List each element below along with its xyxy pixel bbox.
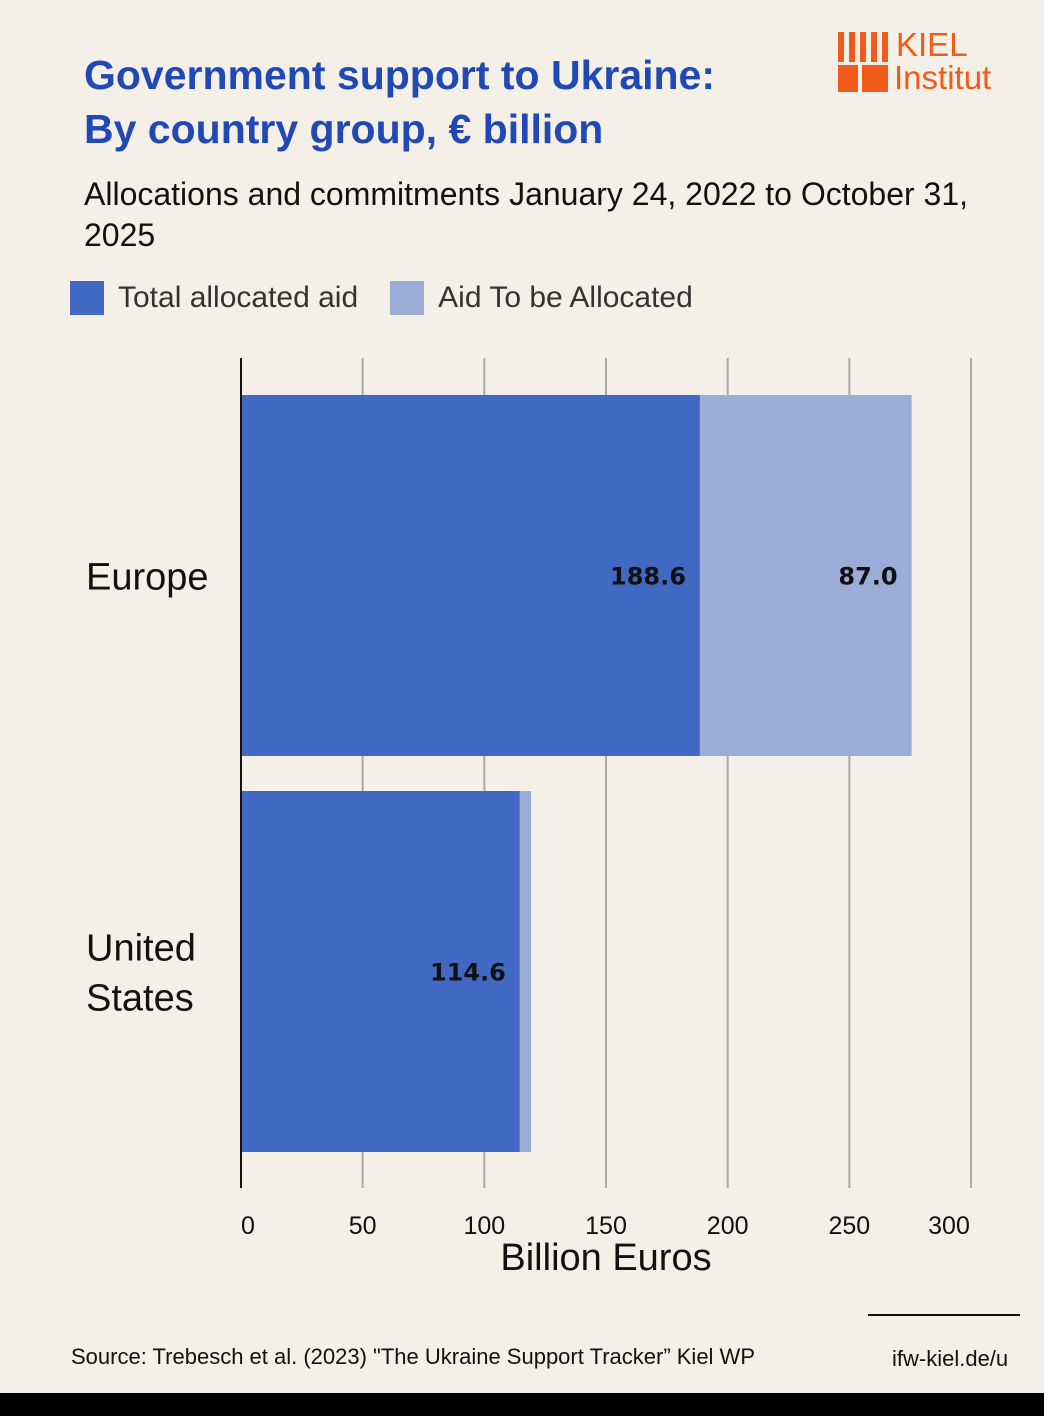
logo-text-kiel: KIEL <box>896 26 968 63</box>
legend-label-allocated: Total allocated aid <box>118 281 359 314</box>
x-tick-label: 0 <box>241 1212 255 1240</box>
legend-item-to-be-allocated: Aid To be Allocated <box>390 281 693 315</box>
bar-segment <box>699 395 912 756</box>
x-tick-label: 150 <box>585 1212 627 1240</box>
kiel-institut-logo: KIEL Institut <box>838 28 1018 96</box>
chart-title-line-1: Government support to Ukraine: <box>84 52 716 98</box>
legend-label-to-be-allocated: Aid To be Allocated <box>438 281 693 314</box>
chart-title: Government support to Ukraine: By countr… <box>84 48 804 156</box>
category-label: United <box>86 928 196 970</box>
legend-item-allocated: Total allocated aid <box>70 281 358 315</box>
legend-swatch-allocated <box>70 281 104 315</box>
bottom-bar <box>0 1393 1044 1416</box>
x-tick-label: 200 <box>707 1212 749 1240</box>
x-tick-label: 250 <box>828 1212 870 1240</box>
bar-chart: 188.6 87.0 Europe 114.6 United States 0 50 100 15… <box>86 358 972 1279</box>
logo-text-institut: Institut <box>894 59 992 96</box>
bar-segment <box>241 395 700 756</box>
bar-segment <box>241 791 520 1152</box>
category-label: Europe <box>86 557 209 599</box>
data-label: 87.0 <box>838 563 897 591</box>
source-note: Source: Trebesch et al. (2023) "The Ukra… <box>71 1344 755 1369</box>
chart-legend: Total allocated aid Aid To be Allocated <box>70 280 725 316</box>
category-label: States <box>86 978 194 1020</box>
chart-title-line-2: By country group, € billion <box>84 106 604 152</box>
source-url: ifw-kiel.de/u <box>892 1346 1009 1371</box>
x-tick-label: 300 <box>928 1212 970 1240</box>
chart-subtitle: Allocations and commitments January 24, … <box>84 176 969 253</box>
bar-segment <box>519 791 532 1152</box>
legend-swatch-to-be-allocated <box>390 281 425 315</box>
footer-divider <box>868 1314 1020 1316</box>
data-label: 114.6 <box>430 959 506 987</box>
x-tick-label: 50 <box>349 1212 377 1240</box>
x-axis-title: Billion Euros <box>500 1237 711 1279</box>
x-tick-label: 100 <box>463 1212 505 1240</box>
logo-bars-icon <box>838 32 888 92</box>
data-label: 188.6 <box>610 563 686 591</box>
